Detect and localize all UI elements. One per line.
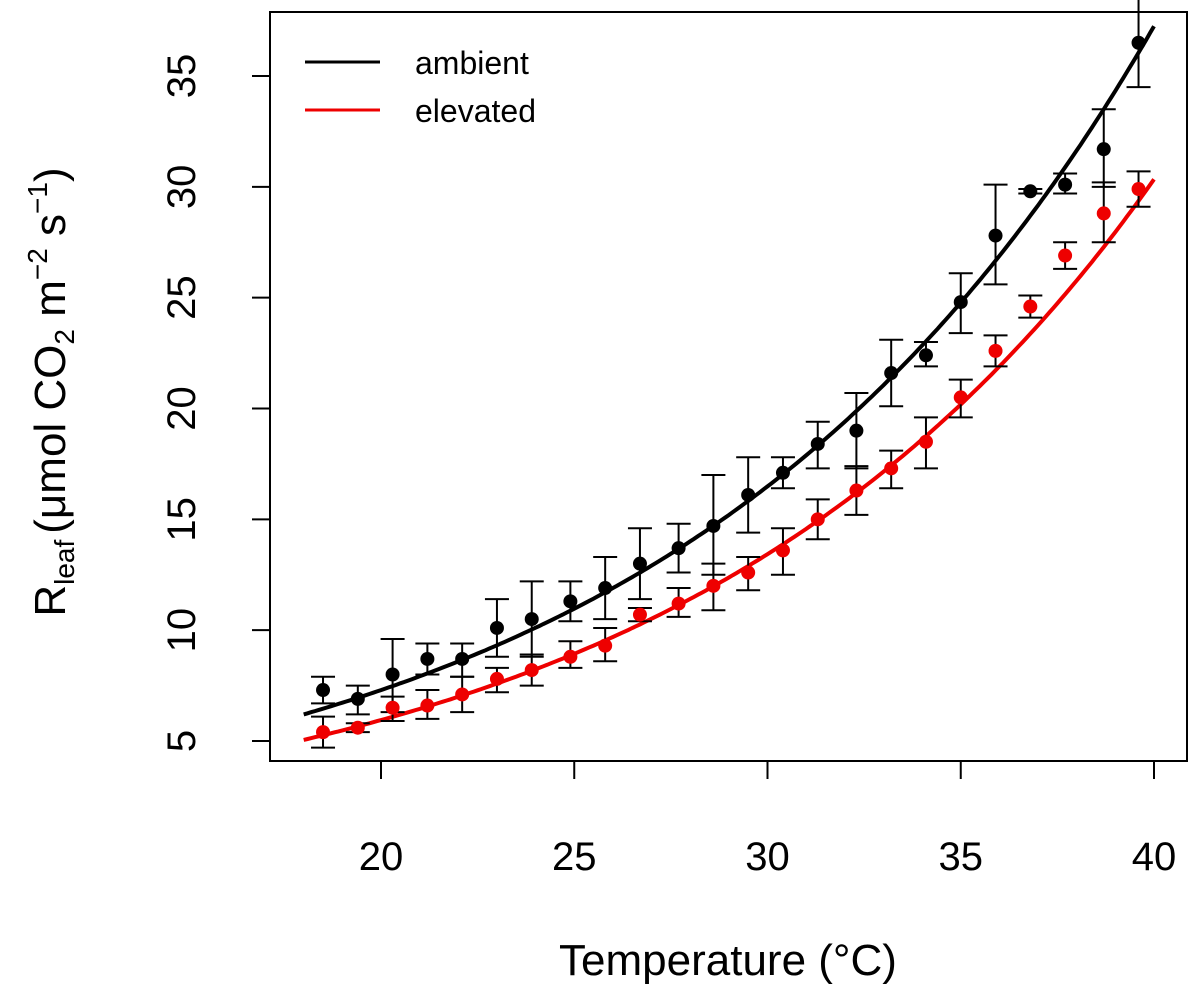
fit-line-elevated [303,178,1156,742]
y-tick-label: 20 [160,386,204,431]
y-tick-label: 30 [160,165,204,210]
data-point-elevated [1023,299,1038,314]
data-points [316,35,1146,740]
y-label-sup1: −2 [22,248,53,280]
data-point-ambient [918,348,933,363]
data-point-ambient [524,612,539,627]
data-point-elevated [1131,182,1146,197]
y-label-main: R [26,585,75,617]
data-point-ambient [988,228,1003,243]
data-point-elevated [632,607,647,622]
data-point-elevated [849,483,864,498]
data-point-elevated [706,578,721,593]
data-point-elevated [918,434,933,449]
data-point-elevated [350,720,365,735]
data-point-ambient [671,541,686,556]
y-axis-label: Rleaf (μmol CO2 m−2 s−1) [22,167,80,616]
data-point-ambient [420,651,435,666]
data-point-ambient [1023,184,1038,199]
data-point-ambient [350,691,365,706]
data-point-elevated [953,390,968,405]
data-point-ambient [775,465,790,480]
data-point-elevated [489,671,504,686]
data-point-ambient [706,518,721,533]
data-point-elevated [420,698,435,713]
y-label-text3: s [26,214,75,248]
data-point-ambient [849,423,864,438]
legend: ambient elevated [305,45,536,129]
data-point-elevated [1096,206,1111,221]
fit-line-ambient [303,25,1156,717]
data-point-ambient [563,594,578,609]
x-axis-label: Temperature (°C) [559,936,897,985]
y-label-text2: m [26,280,75,329]
plot-frame [269,11,1188,762]
data-point-ambient [953,295,968,310]
y-tick-label: 15 [160,497,204,542]
x-axis: 20 25 30 35 40 [359,760,1177,879]
x-tick-label: 35 [939,835,984,879]
y-tick-label: 35 [160,54,204,99]
data-point-elevated [598,638,613,653]
data-point-elevated [455,687,470,702]
x-tick-label: 25 [552,835,597,879]
y-tick-label: 5 [160,730,204,752]
data-point-elevated [775,543,790,558]
data-point-elevated [524,663,539,678]
y-tick-label: 25 [160,275,204,320]
y-tick-label: 10 [160,608,204,653]
y-label-close-paren: ) [26,167,75,182]
data-point-ambient [1096,142,1111,157]
data-point-ambient [385,667,400,682]
data-point-elevated [741,565,756,580]
data-point-ambient [884,366,899,381]
data-point-elevated [316,725,331,740]
data-point-ambient [1131,35,1146,50]
x-tick-label: 30 [745,835,790,879]
data-point-ambient [632,556,647,571]
x-tick-label: 40 [1132,835,1177,879]
data-point-ambient [316,683,331,698]
fit-curves [303,25,1156,742]
y-label-open-paren: ( [26,519,75,534]
y-label-sup2: −1 [22,182,53,214]
y-axis: 5 10 15 20 25 30 35 [160,54,271,752]
data-point-elevated [385,700,400,715]
data-point-elevated [563,649,578,664]
x-tick-label: 20 [359,835,404,879]
y-label-text1: μmol CO [26,345,75,519]
y-label-sub: leaf [49,540,80,585]
data-point-elevated [810,512,825,527]
data-point-ambient [1058,177,1073,192]
data-point-elevated [1058,248,1073,263]
legend-label-elevated: elevated [415,93,536,129]
data-point-ambient [810,436,825,451]
y-label-sub2: 2 [49,329,80,345]
data-point-elevated [988,343,1003,358]
data-point-ambient [598,581,613,596]
data-point-ambient [489,620,504,635]
data-point-ambient [455,651,470,666]
legend-label-ambient: ambient [415,45,529,81]
data-point-ambient [741,487,756,502]
data-point-elevated [884,461,899,476]
data-point-elevated [671,596,686,611]
